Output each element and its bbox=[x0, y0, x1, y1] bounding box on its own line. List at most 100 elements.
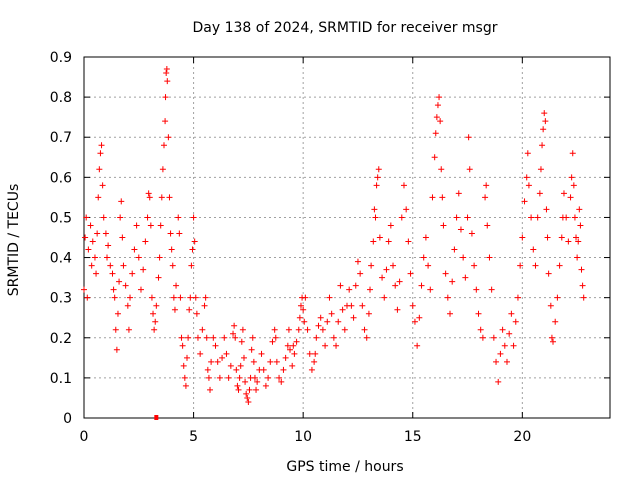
data-point bbox=[354, 258, 361, 265]
data-point bbox=[233, 366, 240, 373]
data-point bbox=[169, 262, 176, 269]
data-point bbox=[232, 334, 239, 341]
data-point bbox=[83, 214, 90, 221]
data-point bbox=[503, 358, 510, 365]
data-point bbox=[155, 274, 162, 281]
data-point bbox=[460, 254, 467, 261]
data-point bbox=[376, 234, 383, 241]
data-point bbox=[429, 194, 436, 201]
data-point bbox=[490, 334, 497, 341]
data-point bbox=[107, 262, 114, 269]
data-point bbox=[457, 226, 464, 233]
data-point bbox=[543, 206, 550, 213]
y-tick-label: 0.2 bbox=[50, 331, 72, 347]
data-point bbox=[96, 166, 103, 173]
data-point bbox=[370, 238, 377, 245]
data-point bbox=[278, 378, 285, 385]
data-point bbox=[422, 234, 429, 241]
data-point bbox=[237, 362, 244, 369]
data-point bbox=[194, 334, 201, 341]
data-point bbox=[438, 166, 445, 173]
data-point bbox=[186, 306, 193, 313]
data-point bbox=[192, 294, 199, 301]
data-point bbox=[571, 214, 578, 221]
data-point bbox=[568, 174, 575, 181]
data-point bbox=[306, 350, 313, 357]
data-point bbox=[556, 262, 563, 269]
data-point bbox=[164, 78, 171, 85]
data-point bbox=[394, 306, 401, 313]
data-point bbox=[267, 358, 274, 365]
data-point bbox=[547, 302, 554, 309]
data-point bbox=[479, 334, 486, 341]
data-point bbox=[523, 174, 530, 181]
data-point bbox=[94, 230, 101, 237]
data-point bbox=[506, 330, 513, 337]
data-point bbox=[162, 94, 169, 101]
data-point bbox=[335, 318, 342, 325]
data-point bbox=[328, 310, 335, 317]
data-point bbox=[145, 190, 152, 197]
y-axis-label: SRMTID / TECUs bbox=[6, 184, 22, 297]
data-point bbox=[451, 246, 458, 253]
data-point bbox=[403, 206, 410, 213]
data-point bbox=[411, 318, 418, 325]
data-point bbox=[287, 346, 294, 353]
data-point bbox=[180, 362, 187, 369]
data-point bbox=[497, 350, 504, 357]
data-point bbox=[238, 338, 245, 345]
data-point bbox=[99, 182, 106, 189]
data-point bbox=[271, 326, 278, 333]
data-point bbox=[210, 334, 217, 341]
data-point bbox=[248, 346, 255, 353]
data-point bbox=[537, 166, 544, 173]
data-point bbox=[339, 306, 346, 313]
data-point bbox=[269, 338, 276, 345]
data-point bbox=[113, 346, 120, 353]
data-point bbox=[182, 382, 189, 389]
data-point bbox=[484, 222, 491, 229]
data-point bbox=[109, 270, 116, 277]
data-point bbox=[191, 238, 198, 245]
data-point bbox=[124, 302, 131, 309]
data-point bbox=[88, 262, 95, 269]
data-point bbox=[297, 302, 304, 309]
data-point bbox=[552, 318, 559, 325]
data-point bbox=[242, 378, 249, 385]
data-point bbox=[483, 182, 490, 189]
data-point bbox=[486, 254, 493, 261]
data-point bbox=[246, 386, 253, 393]
data-point bbox=[87, 222, 94, 229]
data-point bbox=[203, 334, 210, 341]
data-point bbox=[150, 310, 157, 317]
data-point bbox=[396, 278, 403, 285]
data-point bbox=[578, 266, 585, 273]
data-point bbox=[177, 294, 184, 301]
data-point bbox=[439, 194, 446, 201]
data-point bbox=[293, 338, 300, 345]
data-point bbox=[416, 314, 423, 321]
data-point bbox=[471, 262, 478, 269]
data-point bbox=[414, 342, 421, 349]
plot-frame bbox=[83, 56, 611, 419]
data-point bbox=[254, 378, 261, 385]
data-point bbox=[524, 150, 531, 157]
data-point bbox=[301, 318, 308, 325]
data-point bbox=[440, 222, 447, 229]
data-point bbox=[542, 118, 549, 125]
data-point bbox=[387, 222, 394, 229]
data-point bbox=[262, 382, 269, 389]
y-tick-label: 0.8 bbox=[50, 90, 72, 106]
data-point bbox=[541, 110, 548, 117]
data-point bbox=[554, 294, 561, 301]
data-point bbox=[239, 326, 246, 333]
data-point bbox=[337, 282, 344, 289]
data-point bbox=[433, 114, 440, 121]
data-point bbox=[137, 286, 144, 293]
data-point bbox=[205, 374, 212, 381]
data-point bbox=[359, 302, 366, 309]
data-point bbox=[573, 234, 580, 241]
data-point bbox=[534, 214, 541, 221]
data-point bbox=[187, 294, 194, 301]
data-point bbox=[570, 182, 577, 189]
